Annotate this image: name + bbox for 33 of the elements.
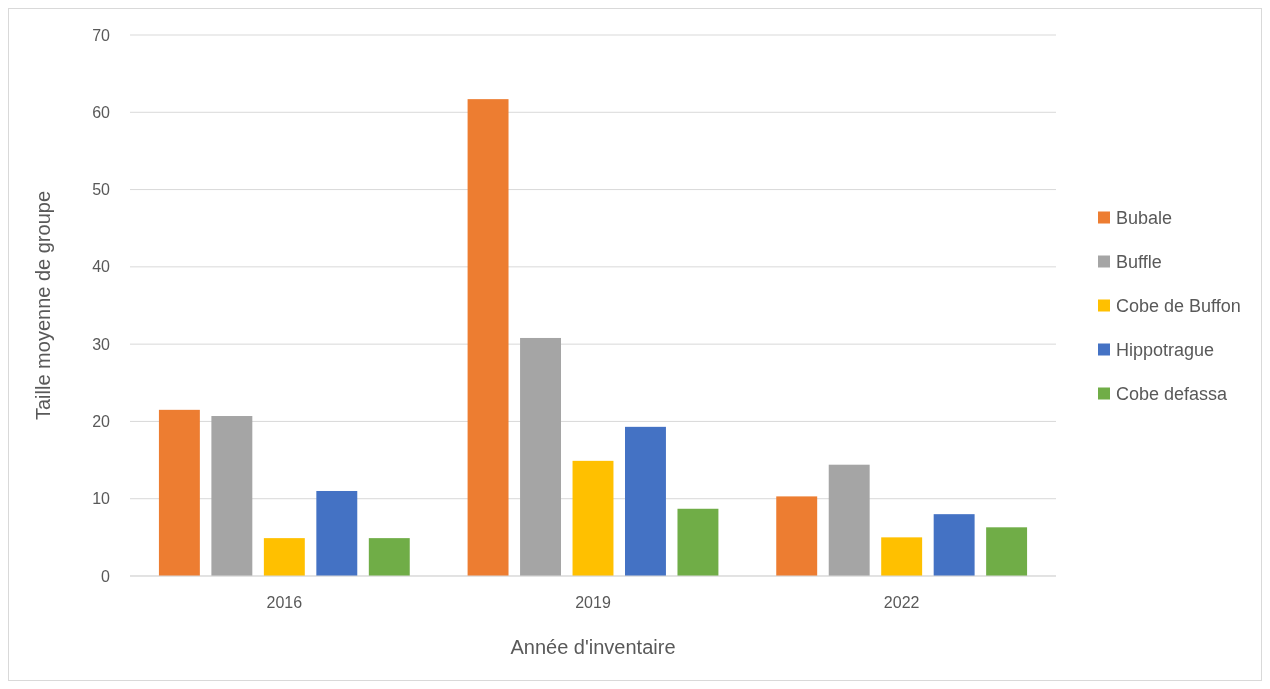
bar bbox=[520, 337, 561, 576]
y-tick-label: 0 bbox=[101, 567, 111, 585]
legend-label: Hippotrague bbox=[1116, 339, 1215, 360]
bar bbox=[368, 538, 410, 576]
y-tick-label: 30 bbox=[92, 335, 111, 353]
x-tick-label: 2022 bbox=[883, 594, 920, 611]
bar bbox=[211, 416, 253, 576]
y-tick-label: 50 bbox=[92, 181, 111, 199]
x-tick-label: 2019 bbox=[575, 594, 611, 611]
y-tick-label: 40 bbox=[92, 258, 111, 276]
bar bbox=[677, 508, 719, 576]
y-axis-title: Taille moyenne de groupe bbox=[32, 190, 54, 421]
bar bbox=[933, 514, 975, 576]
bar bbox=[828, 464, 870, 576]
bar bbox=[572, 460, 614, 576]
y-tick-label: 60 bbox=[92, 103, 111, 121]
legend-label: Buffle bbox=[1116, 251, 1162, 272]
bar bbox=[776, 496, 818, 576]
bar bbox=[625, 426, 666, 576]
bar bbox=[316, 490, 358, 576]
x-tick-label: 2016 bbox=[266, 594, 303, 611]
legend-label: Cobe de Buffon bbox=[1116, 295, 1241, 316]
y-tick-label: 20 bbox=[92, 413, 111, 431]
y-tick-label: 70 bbox=[92, 26, 111, 44]
y-tick-label: 10 bbox=[92, 490, 111, 508]
bar bbox=[881, 537, 923, 576]
legend-label: Cobe defassa bbox=[1116, 383, 1229, 404]
legend-label: Bubale bbox=[1116, 207, 1173, 228]
bar bbox=[986, 527, 1028, 576]
bar bbox=[158, 409, 200, 576]
bar bbox=[263, 538, 305, 576]
x-axis-title: Année d'inventaire bbox=[510, 636, 676, 658]
bar bbox=[467, 99, 509, 576]
